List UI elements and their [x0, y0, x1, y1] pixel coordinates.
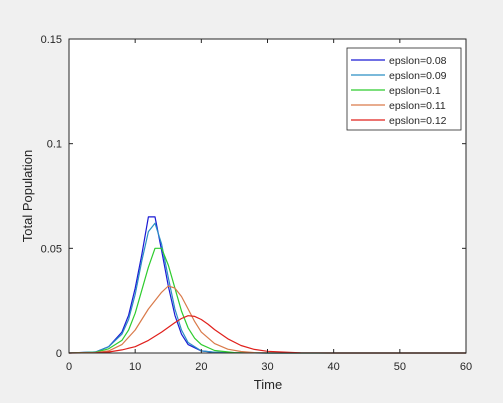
y-tick-label: 0.1 — [47, 139, 62, 151]
x-tick-label: 30 — [261, 361, 273, 373]
legend-label: epslon=0.11 — [389, 100, 446, 112]
legend-label: epslon=0.12 — [389, 115, 447, 127]
x-axis-label: Time — [254, 377, 282, 392]
legend: epslon=0.08 epslon=0.09 epslon=0.1 epslon=0… — [346, 47, 462, 131]
y-tick-label: 0.15 — [41, 34, 62, 46]
x-tick-label: 40 — [328, 361, 340, 373]
x-tick-label: 50 — [394, 361, 406, 373]
series-line-5 — [68, 315, 466, 354]
series-line-3 — [68, 247, 466, 354]
x-tick-label: 60 — [460, 361, 472, 373]
series-line-2 — [68, 222, 466, 354]
legend-label: epslon=0.08 — [389, 55, 447, 67]
x-tick-label: 20 — [195, 361, 207, 373]
legend-items: epslon=0.08 epslon=0.09 epslon=0.1 epslon=0… — [351, 55, 447, 127]
x-tick-label: 10 — [129, 361, 141, 373]
legend-label: epslon=0.1 — [389, 85, 441, 97]
series-layer — [68, 216, 466, 354]
y-tick-label: 0 — [56, 348, 62, 360]
x-tick-label: 0 — [66, 361, 72, 373]
y-axis-label: Total Population — [20, 150, 35, 243]
y-tick-label: 0.05 — [41, 243, 62, 255]
y-axis-ticks: 0 0.05 0.1 0.15 — [41, 34, 466, 360]
series-line-4 — [68, 285, 466, 354]
legend-label: epslon=0.09 — [389, 70, 447, 82]
x-axis-ticks: 0 10 20 30 40 50 60 — [66, 39, 472, 373]
legend-box — [346, 47, 462, 131]
